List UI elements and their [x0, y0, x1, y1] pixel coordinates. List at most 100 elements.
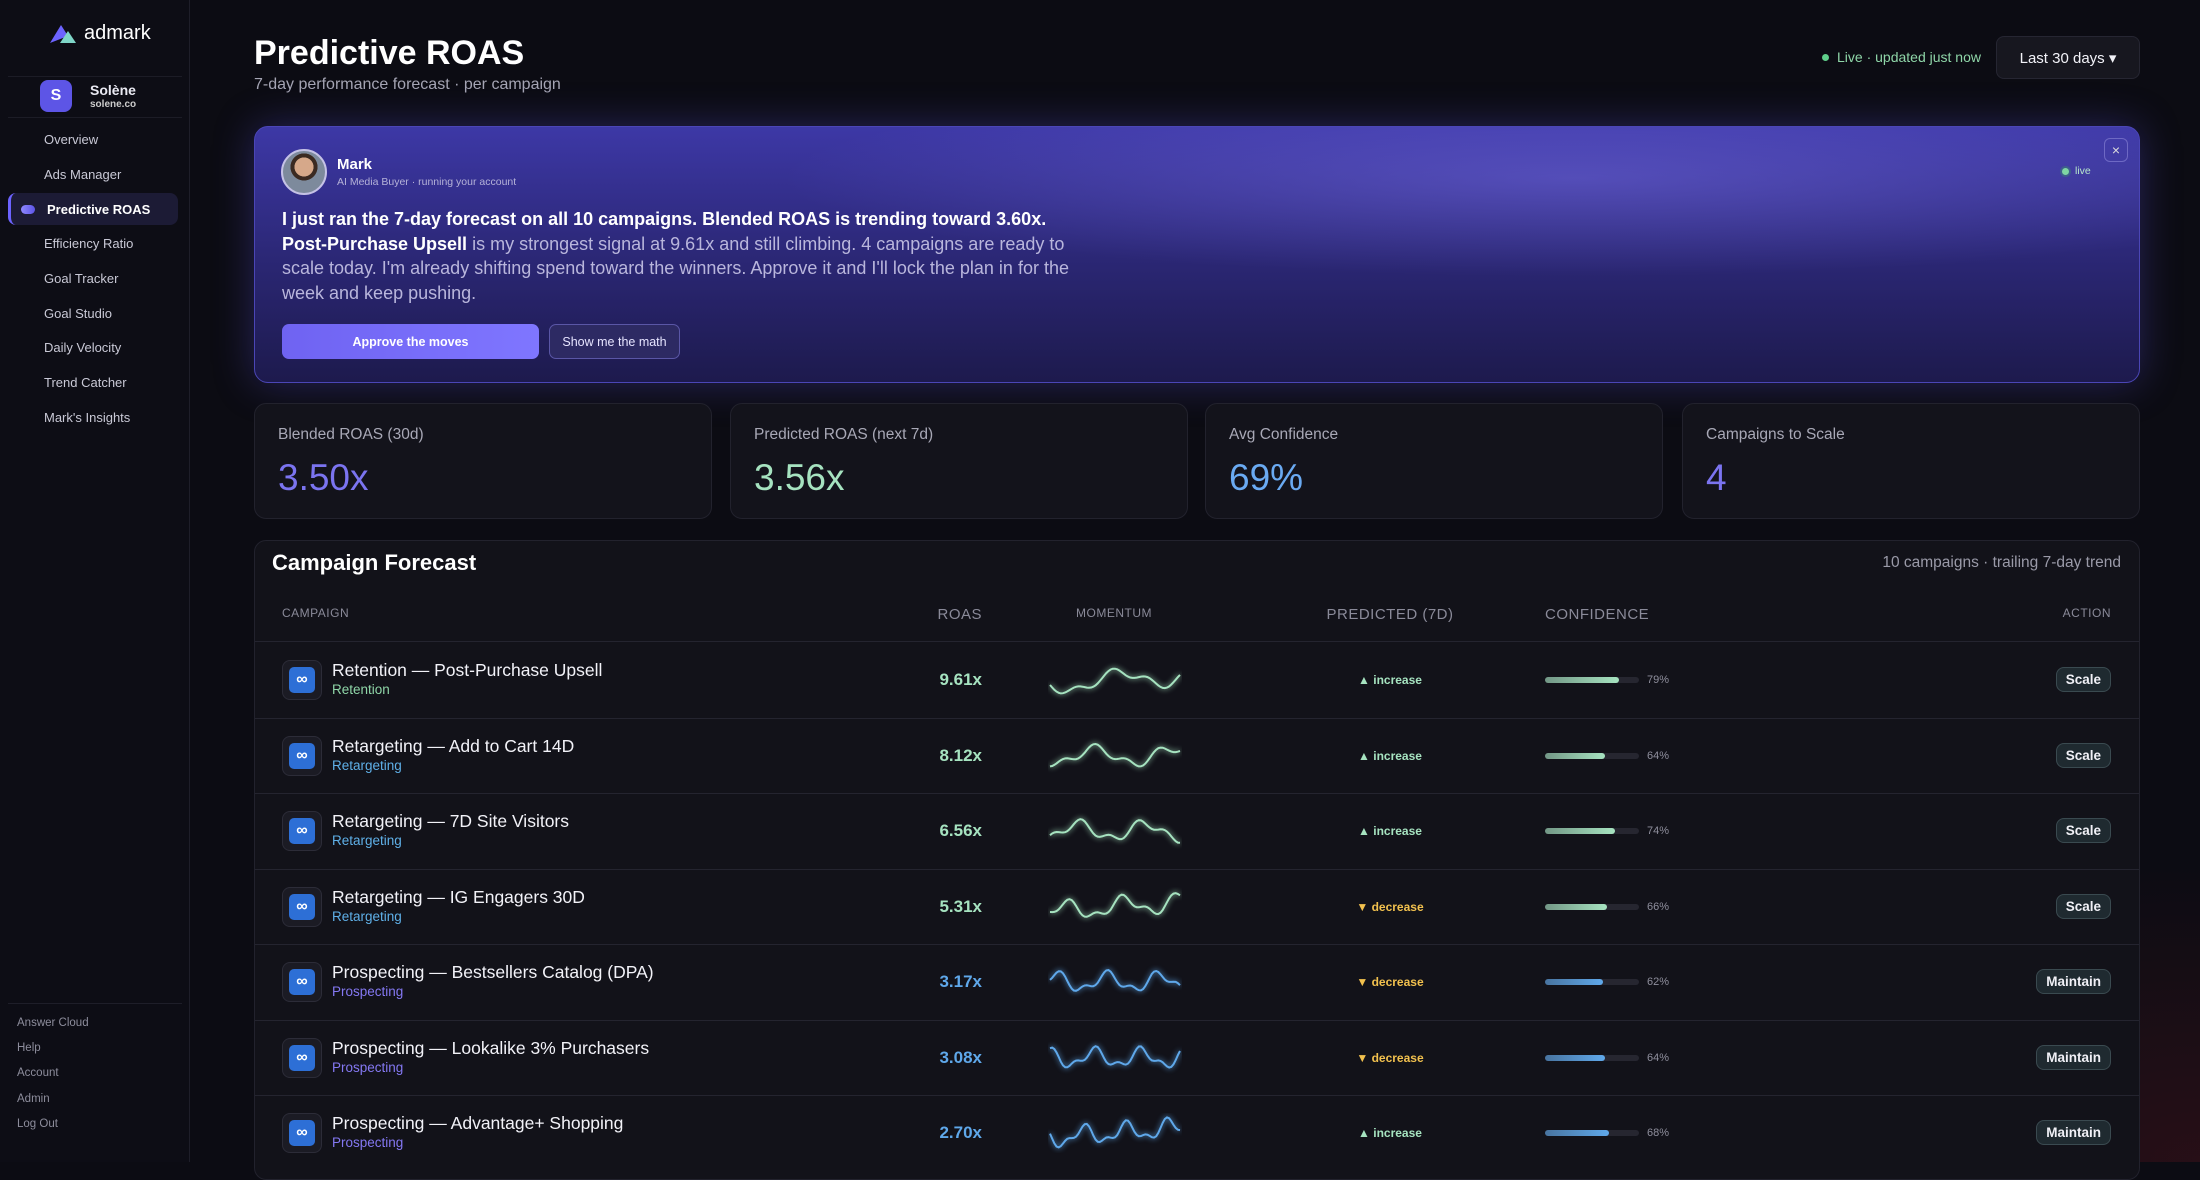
nav-item[interactable]: Efficiency Ratio [44, 236, 134, 252]
footer-nav-item[interactable]: Log Out [17, 1117, 58, 1130]
meta-logo: ∞ [289, 1044, 315, 1071]
math-button[interactable]: Show me the math [549, 324, 680, 359]
panel-title: Campaign Forecast [272, 550, 477, 575]
column-header: MOMENTUM [1076, 606, 1152, 620]
page-title: Predictive ROAS [254, 34, 525, 72]
user-box[interactable] [8, 76, 182, 118]
row-divider [255, 793, 2139, 795]
footer-nav-item[interactable]: Admin [17, 1092, 50, 1105]
confidence-value: 66% [1647, 900, 1670, 913]
kpi-card: Blended ROAS (30d) 3.50x [254, 403, 712, 519]
campaign-group: Retargeting [332, 833, 402, 848]
nav-item[interactable]: Goal Studio [44, 305, 112, 321]
panel-summary: 10 campaigns · trailing 7-day trend [1882, 554, 2121, 571]
campaign-name[interactable]: Prospecting — Lookalike 3% Purchasers [332, 1037, 650, 1058]
footer-nav-item[interactable]: Account [17, 1067, 59, 1080]
nav-item[interactable]: Daily Velocity [44, 340, 122, 356]
action-pill[interactable]: Maintain [2036, 1044, 2111, 1070]
campaign-icon: ∞ [282, 1037, 322, 1078]
momentum-sparkline [1049, 891, 1181, 918]
column-header: CONFIDENCE [1545, 606, 1650, 623]
campaign-name[interactable]: Retargeting — 7D Site Visitors [332, 811, 570, 831]
action-pill[interactable]: Scale [2055, 893, 2111, 919]
nav-item[interactable]: Goal Tracker [44, 270, 119, 286]
roas-value: 6.56x [939, 821, 982, 840]
meta-logo: ∞ [289, 818, 315, 844]
user-avatar: S [40, 80, 72, 112]
confidence-track [1545, 903, 1639, 910]
logo[interactable]: admark [48, 22, 151, 45]
row-divider [255, 1019, 2139, 1021]
nav-item[interactable]: Overview [44, 132, 99, 147]
campaign-name[interactable]: Retention — Post-Purchase Upsell [332, 660, 603, 680]
footer-nav-item[interactable]: Help [17, 1042, 41, 1055]
close-button[interactable]: × [2104, 138, 2128, 162]
assistant-message: I just ran the 7-day forecast on all 10 … [282, 207, 1072, 305]
footer-nav-item[interactable]: Answer Cloud [17, 1017, 89, 1029]
confidence-bar [1545, 979, 1604, 985]
user-domain: solene.co [90, 99, 137, 110]
predicted-trend: ▲ increase [1358, 1126, 1422, 1140]
action-pill[interactable]: Scale [2055, 818, 2111, 843]
momentum-sparkline [1049, 969, 1181, 992]
confidence-bar [1545, 903, 1608, 910]
nav-item[interactable]: Ads Manager [44, 166, 122, 182]
campaign-group: Retargeting [332, 908, 402, 924]
campaign-name[interactable]: Prospecting — Advantage+ Shopping [332, 1113, 624, 1133]
action-pill[interactable]: Scale [2055, 742, 2111, 768]
row-divider [255, 944, 2139, 946]
campaign-name[interactable]: Prospecting — Bestsellers Catalog (DPA) [332, 962, 654, 982]
momentum-sparkline [1049, 818, 1181, 844]
confidence-value: 64% [1647, 749, 1670, 762]
campaign-icon: ∞ [282, 962, 322, 1002]
meta-logo: ∞ [289, 667, 315, 693]
action-pill[interactable]: Maintain [2036, 969, 2111, 994]
confidence-track [1545, 828, 1639, 834]
meta-logo: ∞ [289, 969, 315, 995]
meta-logo: ∞ [289, 742, 315, 769]
campaign-group: Retention [332, 682, 390, 697]
campaign-icon: ∞ [282, 1113, 322, 1153]
logo-mark [50, 24, 76, 43]
momentum-sparkline [1049, 1116, 1181, 1149]
momentum-sparkline [1049, 742, 1181, 767]
date-range-button[interactable]: Last 30 days ▾ [1996, 36, 2140, 79]
campaign-name[interactable]: Retargeting — Add to Cart 14D [332, 735, 575, 756]
roas-value: 8.12x [939, 745, 982, 765]
campaign-name[interactable]: Retargeting — IG Engagers 30D [332, 886, 585, 907]
confidence-value: 64% [1647, 1051, 1670, 1064]
confidence-track [1545, 1130, 1639, 1136]
nav-item[interactable]: Predictive ROAS [8, 193, 178, 226]
user-name: Solène [90, 82, 136, 98]
roas-value: 5.31x [939, 896, 982, 916]
sparkline-path [1049, 1044, 1181, 1069]
meta-logo: ∞ [289, 1120, 315, 1146]
forecast-panel [254, 540, 2140, 1180]
kpi-label: Avg Confidence [1229, 426, 1339, 443]
confidence-bar [1545, 828, 1615, 834]
confidence-value: 62% [1647, 976, 1670, 988]
live-badge: live [2060, 165, 2091, 177]
row-divider [255, 868, 2139, 870]
action-pill[interactable]: Scale [2055, 667, 2111, 692]
campaign-group: Prospecting [332, 1059, 404, 1075]
brand: admark [84, 22, 151, 44]
approve-button[interactable]: Approve the moves [282, 324, 539, 359]
row-divider [255, 1095, 2139, 1097]
sparkline-path [1049, 891, 1181, 918]
column-header: ACTION [2062, 606, 2111, 620]
header-divider [255, 641, 2139, 642]
action-pill[interactable]: Maintain [2036, 1120, 2111, 1145]
nav-item[interactable]: Trend Catcher [44, 374, 127, 390]
momentum-sparkline [1049, 1044, 1181, 1069]
column-header: CAMPAIGN [282, 606, 350, 620]
confidence-bar [1545, 1054, 1606, 1061]
meta-logo: ∞ [289, 893, 315, 920]
confidence-track [1545, 752, 1639, 759]
message-bold: Post-Purchase Upsell [282, 233, 468, 254]
sparkline-path [1049, 818, 1181, 844]
roas-value: 2.70x [939, 1123, 982, 1142]
nav-item[interactable]: Mark's Insights [44, 409, 131, 425]
kpi-label: Predicted ROAS (next 7d) [754, 426, 934, 443]
assistant-name: Mark [337, 156, 373, 173]
